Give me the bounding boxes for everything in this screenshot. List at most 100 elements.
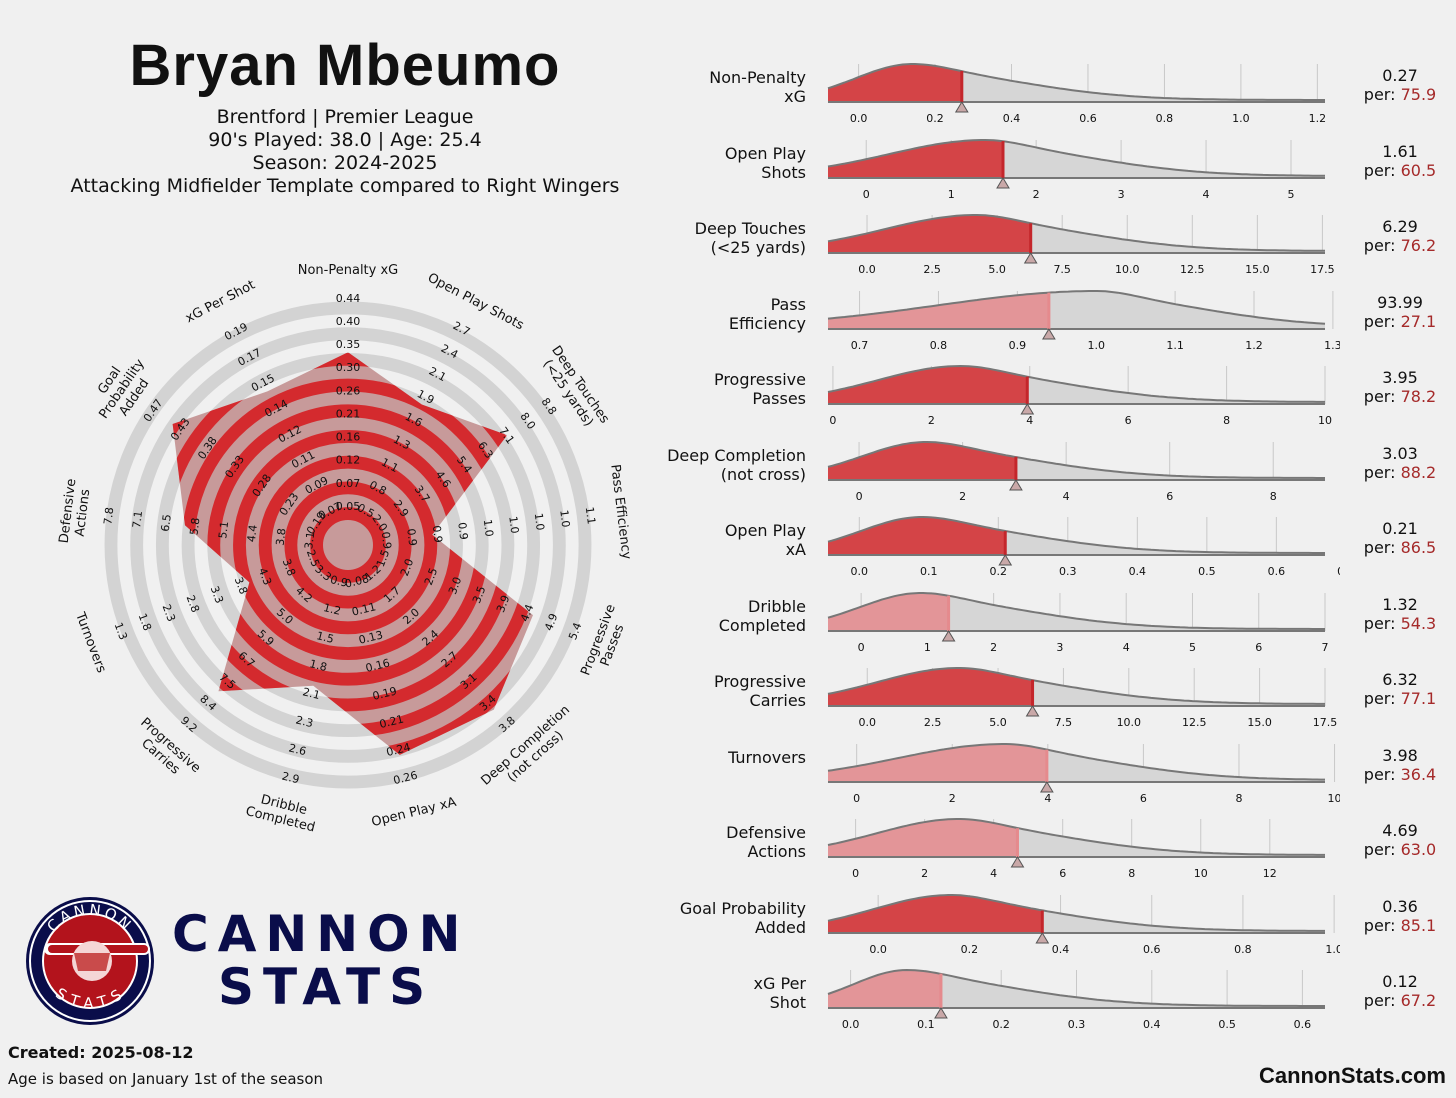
radar-tick-label: 0.19 (371, 684, 398, 702)
density-plot: 0.0 0.1 0.2 0.3 0.4 0.5 0.6 0.7 (827, 516, 1340, 578)
radar-tick-label: 1.2 (322, 601, 342, 618)
x-tick-label: 0.7 (851, 339, 869, 352)
metric-label: Non-Penalty xG (709, 68, 806, 106)
radar-tick-label: 2.5 (304, 548, 322, 569)
x-tick-label: 0.0 (850, 112, 868, 125)
radar-tick-label: 4.4 (518, 602, 536, 623)
x-tick-label: 0 (858, 641, 865, 654)
cannon-stats-logo: CANNON STATS (26, 897, 154, 1025)
density-line (827, 138, 1326, 177)
x-tick-label: 10.0 (1117, 716, 1142, 729)
metric-percentile: per: 76.2 (1363, 236, 1437, 255)
x-tick-label: 15.0 (1245, 263, 1270, 276)
player-value-marker (1042, 327, 1056, 339)
radar-tick-label: 0.05 (336, 500, 361, 513)
x-tick-label: 4 (990, 867, 997, 880)
x-tick-label: 0.3 (1068, 1018, 1086, 1031)
radar-axis-label: Non-Penalty xG (298, 263, 399, 278)
radar-tick-label: 0.9 (379, 531, 394, 550)
radar-tick-label: 1.5 (374, 548, 392, 569)
density-area-below-player (828, 819, 1018, 857)
density-plot: 0 2 4 6 8 (827, 440, 1325, 503)
radar-tick-label: 3.5 (470, 584, 488, 605)
metric-label: Open Play xA (724, 521, 806, 559)
brand-word-stats: STATS (218, 958, 435, 1016)
x-tick-label: 1.0 (1087, 339, 1105, 352)
density-line (827, 440, 1325, 479)
metric-percentile: per: 75.9 (1363, 85, 1437, 104)
metric-percentile: per: 77.1 (1363, 689, 1437, 708)
density-area-below-player (828, 64, 962, 102)
x-tick-label: 1 (948, 188, 955, 201)
x-tick-label: 6 (1166, 490, 1173, 503)
site-link[interactable]: CannonStats.com (1258, 1063, 1446, 1088)
density-area-below-player (828, 215, 1031, 253)
density-area-below-player (828, 139, 1004, 178)
x-tick-label: 6 (1059, 867, 1066, 880)
radar-tick-label: 0.11 (350, 600, 377, 618)
season: Season: 2024-2025 (252, 152, 438, 174)
x-tick-label: 5.0 (988, 263, 1006, 276)
x-tick-label: 4 (1026, 414, 1033, 427)
x-tick-label: 4 (1203, 188, 1210, 201)
x-tick-label: 1.0 (1325, 943, 1340, 956)
radar-tick-label: 0.08 (344, 572, 371, 590)
metric-raw-value: 1.61 (1382, 141, 1418, 161)
density-area (828, 970, 1325, 1008)
x-tick-label: 15.0 (1247, 716, 1272, 729)
density-line (827, 516, 1325, 554)
radar-tick-label: 5.4 (566, 621, 584, 642)
metric-raw-value: 93.99 (1377, 292, 1423, 312)
x-tick-label: 7.5 (1055, 716, 1073, 729)
radar-tick-label: 0.26 (336, 384, 361, 397)
x-tick-label: 3 (1118, 188, 1125, 201)
player-value-marker (941, 629, 956, 641)
metric-value: 0.36 per: 85.1 (1345, 897, 1455, 935)
density-area-below-player (828, 366, 1028, 404)
metric-percentile: per: 60.5 (1363, 160, 1437, 180)
metric-value: 3.98 per: 36.4 (1345, 746, 1455, 784)
x-tick-label: 1.3 (1324, 339, 1340, 352)
radar-tick-label: 0.35 (336, 338, 361, 351)
radar-chart: 0.05 0.07 0.12 0.16 0.21 0.26 0.30 0.35 0.40 0.44… (57, 263, 634, 836)
radar-tick-label: 0.30 (336, 361, 361, 374)
metric-raw-value: 0.21 (1382, 519, 1418, 538)
density-plot: 0.7 0.8 0.9 1.0 1.1 1.2 1.3 (827, 289, 1340, 352)
player-value-marker (934, 1007, 948, 1019)
density-area-below-player (828, 894, 1043, 933)
metric-raw-value: 1.32 (1382, 594, 1418, 614)
radar-tick-label: 0.9 (329, 573, 349, 590)
radar-tick-label: 1.0 (481, 518, 496, 537)
radar-tick-label: 0.26 (392, 769, 419, 787)
metric-raw-value: 6.29 (1382, 217, 1418, 236)
radar-tick-label: 2.3 (294, 713, 314, 730)
radar-tick-label: 0.07 (336, 477, 361, 490)
x-tick-label: 0.0 (842, 1018, 860, 1031)
x-tick-label: 2 (1033, 188, 1040, 201)
radar-tick-label: 0.21 (336, 407, 361, 420)
x-tick-label: 0.7 (1337, 565, 1340, 578)
density-plots: Non-Penalty xG 0.27 per: 75.9 0.0 0.2 0.4 0.6 0.… (667, 63, 1455, 1031)
radar-tick-label: 3.9 (494, 593, 512, 614)
metric-label: xG Per Shot (753, 974, 806, 1012)
x-tick-label: 10.0 (1115, 263, 1140, 276)
radar-tick-label: 0.44 (336, 292, 361, 305)
metric-raw-value: 6.32 (1382, 670, 1418, 689)
x-tick-label: 1.2 (1245, 339, 1263, 352)
x-tick-label: 0.4 (1052, 943, 1070, 956)
density-area-below-player (828, 592, 949, 631)
x-tick-label: 8 (1128, 867, 1135, 880)
x-tick-label: 1.1 (1166, 339, 1184, 352)
density-area-below-player (828, 441, 1016, 480)
metric-value: 3.03 per: 88.2 (1345, 444, 1455, 482)
age-note: Age is based on January 1st of the seaso… (8, 1070, 324, 1088)
x-tick-label: 0.8 (930, 339, 948, 352)
x-tick-label: 2 (928, 414, 935, 427)
metric-value: 93.99 per: 27.1 (1345, 293, 1455, 331)
x-tick-label: 1.0 (1232, 112, 1250, 125)
metric-percentile: per: 85.1 (1363, 915, 1437, 935)
x-tick-label: 0.8 (1156, 112, 1174, 125)
metric-percentile: per: 27.1 (1363, 311, 1437, 331)
metric-label: Pass Efficiency (728, 294, 806, 333)
x-tick-label: 12 (1263, 867, 1277, 880)
